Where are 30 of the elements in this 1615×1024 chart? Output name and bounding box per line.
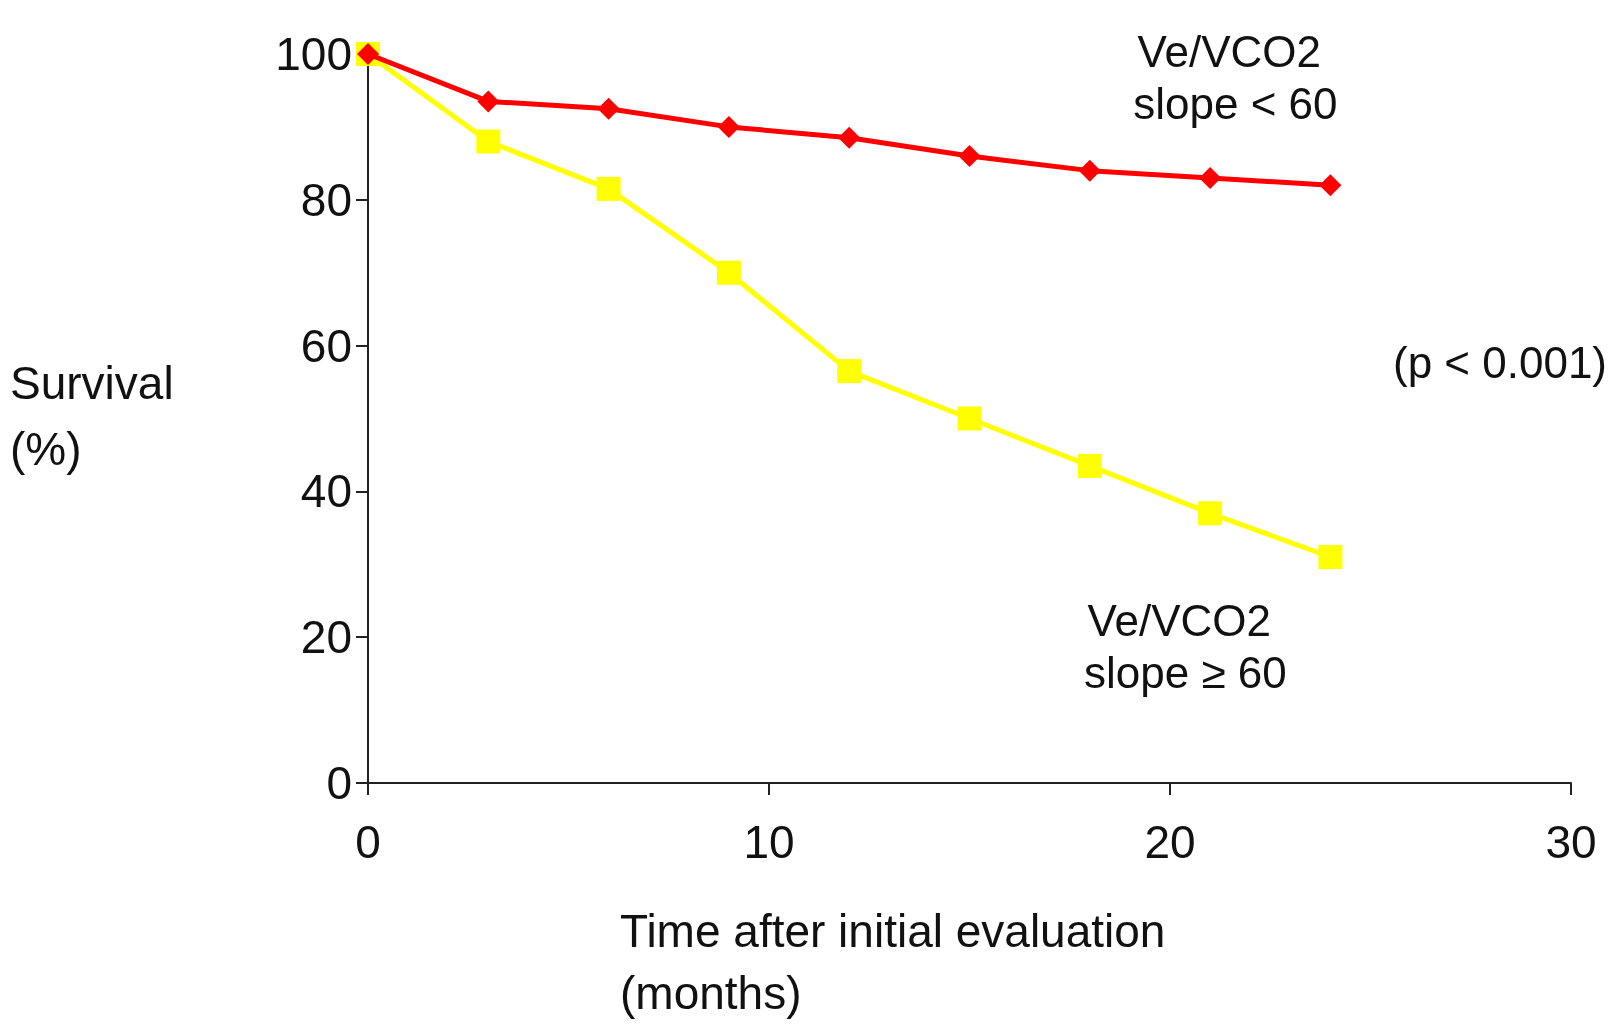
point <box>1199 166 1222 189</box>
point <box>1198 501 1223 526</box>
point <box>1078 159 1101 182</box>
point <box>957 406 982 431</box>
x-tick-label: 30 <box>1545 816 1597 868</box>
point <box>477 90 500 113</box>
point <box>476 129 501 154</box>
series-label: Ve/VCO2 slope ≥ 60 <box>1084 595 1287 697</box>
x-tick-label: 10 <box>743 816 795 868</box>
x-tick-label: 20 <box>1144 816 1196 868</box>
annotation: (p < 0.001) <box>1392 337 1607 387</box>
point <box>717 115 740 138</box>
y-tick-label: 100 <box>275 28 352 80</box>
point <box>1318 545 1343 570</box>
y-axis-title: Survival (%) <box>10 357 187 475</box>
y-tick-label: 80 <box>300 173 352 226</box>
point <box>958 145 981 168</box>
point <box>838 126 861 149</box>
point <box>837 359 862 384</box>
point <box>597 97 620 120</box>
x-axis-title: Time after initial evaluation (months) <box>620 905 1179 1019</box>
point <box>1319 174 1342 197</box>
y-tick-label: 0 <box>326 757 352 809</box>
point <box>716 260 741 285</box>
y-tick-label: 20 <box>300 611 352 664</box>
series-label: Ve/VCO2 slope < 60 <box>1133 26 1338 128</box>
point <box>1077 453 1102 478</box>
y-tick-label: 60 <box>300 319 352 372</box>
y-tick-label: 40 <box>300 465 352 518</box>
point <box>596 176 621 201</box>
